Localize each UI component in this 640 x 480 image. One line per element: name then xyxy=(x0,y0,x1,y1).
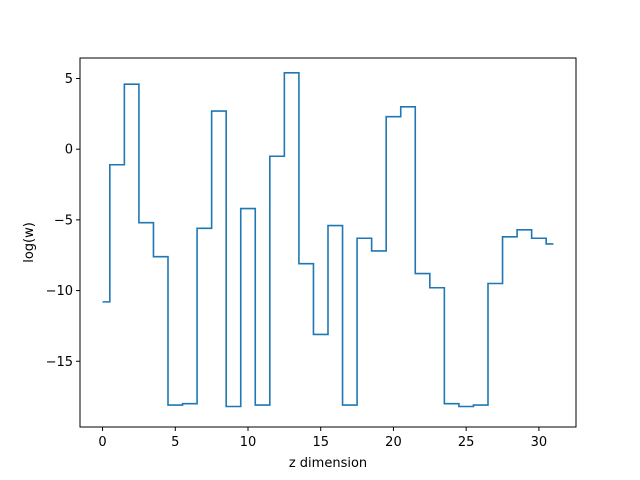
y-tick-label: −10 xyxy=(46,284,73,299)
x-tick-label: 20 xyxy=(385,435,402,450)
axes-frame xyxy=(79,57,577,428)
y-axis-label: log(w) xyxy=(22,222,37,263)
series-step-line xyxy=(102,72,554,408)
tick-layer: 0 5 10 15 20 25 30 −15 −10 −5 0 5 xyxy=(46,72,548,450)
x-tick-label: 15 xyxy=(312,435,329,450)
plot-layer xyxy=(102,72,554,408)
y-tick-label: −15 xyxy=(46,355,73,370)
x-tick-label: 10 xyxy=(240,435,257,450)
x-tick-label: 25 xyxy=(458,435,475,450)
x-axis-label: z dimension xyxy=(289,456,367,471)
y-tick-label: 0 xyxy=(65,143,73,158)
x-tick-label: 5 xyxy=(171,435,179,450)
x-tick-label: 30 xyxy=(531,435,548,450)
x-tick-label: 0 xyxy=(98,435,106,450)
y-tick-label: 5 xyxy=(65,72,73,87)
y-tick-label: −5 xyxy=(54,213,73,228)
